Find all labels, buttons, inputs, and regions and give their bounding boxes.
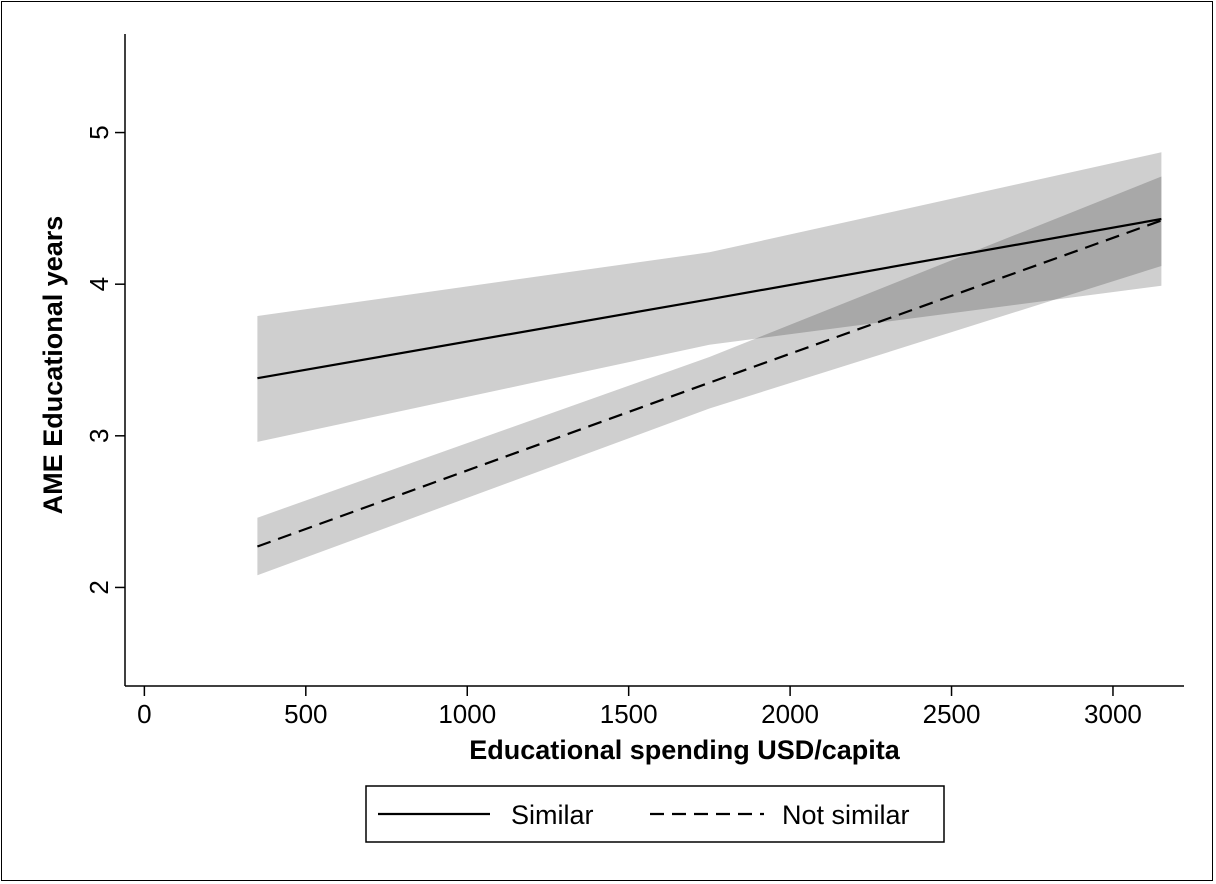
y-tick-label: 5 (84, 125, 114, 139)
legend-box (365, 785, 945, 843)
series-line-not-similar (257, 219, 1162, 548)
x-tick-label: 0 (137, 699, 151, 729)
series-line-similar (257, 217, 1162, 380)
x-axis-title: Educational spending USD/capita (469, 735, 901, 765)
ci-band-similar (257, 152, 1162, 442)
x-tick-label: 500 (284, 699, 327, 729)
y-tick-label: 3 (84, 429, 114, 443)
y-tick-label: 2 (84, 580, 114, 594)
legend-label-similar: Similar (511, 800, 594, 830)
x-tick-label: 1000 (438, 699, 496, 729)
y-tick-label: 4 (84, 277, 114, 291)
series-lines (257, 217, 1162, 548)
axes: 0 500 1000 1500 2000 2500 3000 2 3 4 5 (84, 34, 1184, 729)
x-tick-label: 2500 (923, 699, 981, 729)
y-axis-title: AME Educational years (38, 216, 68, 515)
legend: Similar Not similar (365, 785, 945, 843)
confidence-bands (257, 152, 1162, 576)
x-tick-label: 3000 (1084, 699, 1142, 729)
x-tick-label: 2000 (761, 699, 819, 729)
legend-label-not-similar: Not similar (782, 800, 910, 830)
x-tick-label: 1500 (600, 699, 658, 729)
